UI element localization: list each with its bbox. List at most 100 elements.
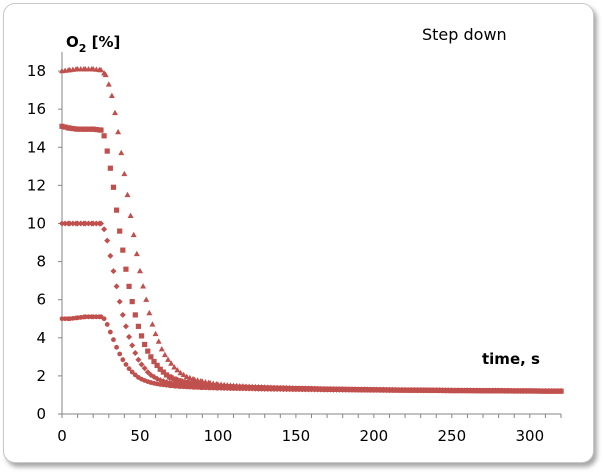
data-point xyxy=(168,360,175,366)
x-tick-label: 150 xyxy=(282,427,311,445)
data-point xyxy=(97,66,104,73)
data-point xyxy=(135,356,142,363)
data-point xyxy=(104,148,110,154)
y-tick-label: 4 xyxy=(36,329,46,347)
data-point xyxy=(127,212,134,219)
data-point xyxy=(107,252,114,259)
data-point xyxy=(112,109,119,116)
data-point xyxy=(138,361,145,368)
data-point xyxy=(130,231,137,238)
data-point xyxy=(101,133,107,139)
x-tick-label: 50 xyxy=(130,427,149,445)
data-point xyxy=(142,341,148,348)
data-point xyxy=(59,220,65,227)
data-point xyxy=(126,366,132,372)
data-point xyxy=(120,357,126,363)
data-point xyxy=(163,372,170,378)
x-tick-label: 300 xyxy=(515,427,544,445)
y-axis-label: O2 [%] xyxy=(66,33,120,55)
data-point xyxy=(120,247,126,253)
y-tick-label: 2 xyxy=(36,367,46,385)
data-point xyxy=(151,359,157,365)
data-point xyxy=(78,126,84,132)
data-point xyxy=(107,329,113,335)
data-point xyxy=(123,266,129,272)
data-point xyxy=(69,220,76,227)
data-point xyxy=(104,322,110,327)
data-point xyxy=(161,351,168,358)
data-point xyxy=(186,374,193,381)
data-point xyxy=(113,207,120,213)
data-point xyxy=(98,127,104,133)
data-point xyxy=(101,226,108,233)
data-point xyxy=(136,267,143,274)
data-point xyxy=(135,323,142,329)
series-circle xyxy=(59,314,564,394)
data-point xyxy=(108,92,115,99)
data-point xyxy=(102,71,109,78)
data-point xyxy=(82,220,89,227)
data-point xyxy=(116,298,123,305)
data-point xyxy=(177,378,184,384)
data-point xyxy=(77,220,84,227)
data-point xyxy=(140,283,147,289)
y-tick-label: 18 xyxy=(27,62,46,80)
data-point xyxy=(180,371,187,378)
y-tick-label: 10 xyxy=(27,214,46,232)
data-point xyxy=(138,333,145,339)
data-point xyxy=(115,128,122,135)
axes: 0 50 100 150 200 250 300 0 2 4 6 8 10 12 14 16 18 xyxy=(27,52,562,445)
data-point xyxy=(93,220,100,227)
data-point xyxy=(82,126,88,132)
data-point xyxy=(155,338,162,344)
data-point xyxy=(149,321,156,327)
annotation-step-down: Step down xyxy=(422,25,507,44)
data-point xyxy=(101,316,107,322)
data-point xyxy=(146,309,153,316)
data-point xyxy=(85,220,92,227)
data-point xyxy=(129,342,136,349)
data-point xyxy=(141,365,148,372)
data-point xyxy=(129,298,135,305)
data-point xyxy=(110,268,117,275)
data-point xyxy=(171,364,178,370)
data-point xyxy=(67,125,73,131)
data-point xyxy=(124,191,131,198)
data-point xyxy=(133,250,140,257)
data-point xyxy=(183,373,190,380)
data-point xyxy=(157,366,163,372)
data-point xyxy=(174,366,181,373)
data-point xyxy=(117,351,123,357)
data-point xyxy=(558,388,564,394)
data-point xyxy=(173,377,179,383)
data-point xyxy=(165,356,172,362)
series-diamond xyxy=(59,220,564,395)
data-point xyxy=(117,228,123,234)
data-point xyxy=(184,379,190,386)
y-tick-label: 8 xyxy=(36,253,46,271)
data-point xyxy=(132,350,139,357)
x-tick-label: 200 xyxy=(360,427,389,445)
data-point xyxy=(121,170,128,177)
data-point xyxy=(74,220,81,227)
data-point xyxy=(62,124,68,130)
data-point xyxy=(148,354,154,360)
data-point xyxy=(143,296,150,302)
data-point xyxy=(104,237,111,244)
data-point xyxy=(85,126,92,132)
data-point xyxy=(160,369,166,375)
data-point xyxy=(154,362,160,369)
data-point xyxy=(152,330,159,337)
data-point xyxy=(126,333,133,340)
data-point xyxy=(114,344,119,350)
data-point xyxy=(93,126,99,133)
data-point xyxy=(119,311,126,318)
data-point xyxy=(177,369,184,376)
data-point xyxy=(145,348,151,354)
data-point xyxy=(62,220,69,227)
data-point xyxy=(107,165,113,171)
x-tick-label: 250 xyxy=(438,427,467,445)
data-point xyxy=(66,220,73,227)
data-point xyxy=(168,375,174,381)
x-axis-label: time, s xyxy=(482,350,540,368)
